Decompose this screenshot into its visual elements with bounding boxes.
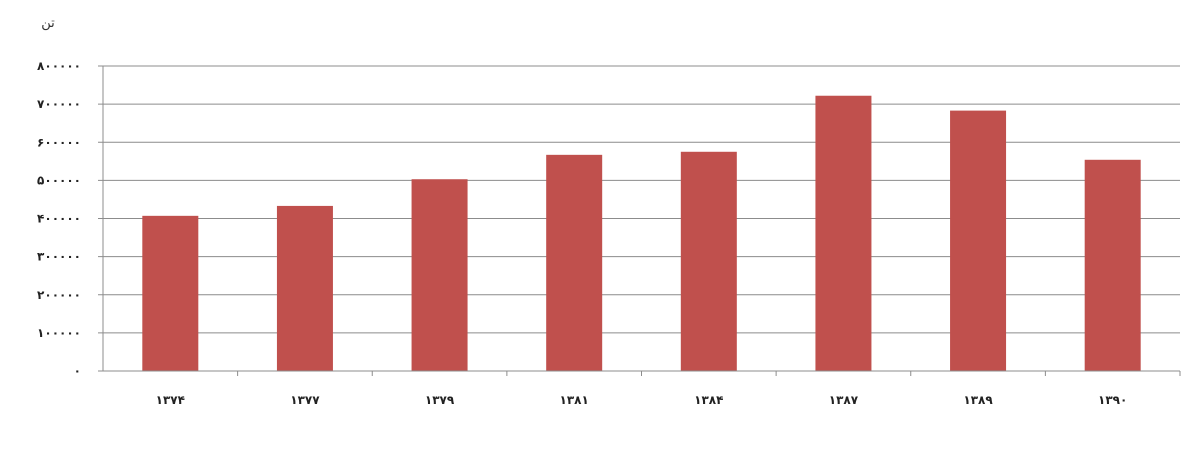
- bar: [142, 215, 199, 371]
- x-tick-label: ۱۳۷۴: [156, 393, 185, 407]
- x-tick-label: ۱۳۸۴: [694, 393, 723, 407]
- y-tick-label: ۳۰۰۰۰۰: [37, 250, 81, 264]
- bar: [276, 205, 333, 371]
- bar: [680, 151, 737, 371]
- bar: [950, 110, 1007, 371]
- y-tick-label: ۵۰۰۰۰۰: [37, 173, 81, 187]
- bar: [815, 95, 872, 372]
- x-tick-label: ۱۳۷۹: [425, 393, 455, 407]
- y-tick-label: ۸۰۰۰۰۰: [37, 59, 81, 73]
- y-axis-ticks: ۰ ۱۰۰۰۰۰ ۲۰۰۰۰۰ ۳۰۰۰۰۰ ۴۰۰۰۰۰ ۵۰۰۰۰۰ ۶۰۰۰۰۰ ۷۰۰…: [37, 59, 103, 378]
- bar: [411, 179, 468, 371]
- bar: [546, 154, 603, 371]
- x-tick-label: ۱۳۸۱: [560, 393, 589, 407]
- y-tick-label: ۲۰۰۰۰۰: [37, 288, 81, 302]
- bar: [1084, 159, 1141, 371]
- x-tick-label: ۱۳۷۷: [290, 393, 320, 407]
- x-tick-label: ۱۳۸۷: [829, 393, 859, 407]
- y-tick-label: ۷۰۰۰۰۰: [37, 97, 81, 111]
- x-tick-label: ۱۳۹۰: [1098, 393, 1127, 407]
- y-tick-label: ۱۰۰۰۰۰: [37, 326, 81, 340]
- y-tick-label: ۶۰۰۰۰۰: [37, 135, 81, 149]
- x-axis-ticks: ۱۳۷۴ ۱۳۷۷ ۱۳۷۹ ۱۳۸۱ ۱۳۸۴ ۱۳۸۷ ۱۳۸۹ ۱۳۹۰: [156, 371, 1181, 407]
- y-tick-label: ۰: [74, 364, 81, 378]
- y-axis-unit-label: تن: [41, 16, 55, 31]
- bars: [142, 95, 1141, 372]
- y-tick-label: ۴۰۰۰۰۰: [37, 212, 81, 226]
- x-tick-label: ۱۳۸۹: [963, 393, 993, 407]
